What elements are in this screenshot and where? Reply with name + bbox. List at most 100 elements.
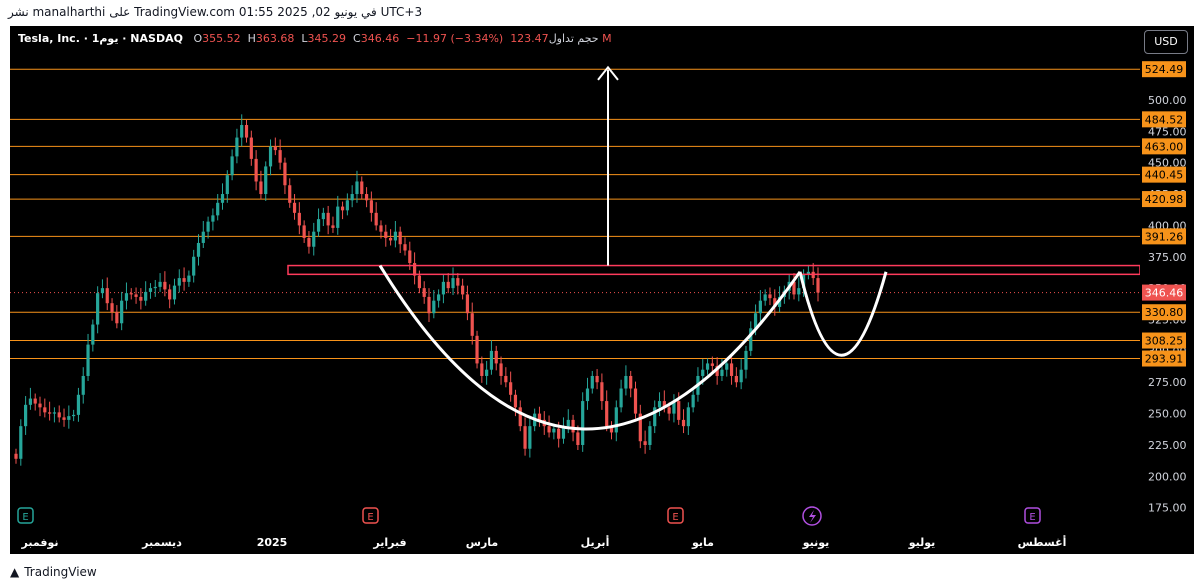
level-price-badge (1142, 191, 1186, 208)
earnings-icon-label: E (22, 512, 28, 523)
candle-body (408, 250, 412, 264)
level-price-badge (1142, 166, 1186, 183)
candle-body (316, 219, 321, 232)
candle-body (393, 231, 397, 241)
candle-body (33, 398, 37, 404)
candle-body (681, 419, 686, 427)
candle-body (480, 363, 484, 376)
candle-body (100, 288, 105, 294)
price-axis-panel[interactable]: 175.00200.00225.00250.00275.00300.00325.… (1140, 26, 1194, 554)
change-value: −11.97 (−3.34%) (406, 32, 504, 45)
candle-body (220, 194, 225, 203)
candle-body (422, 288, 426, 297)
last-price-badge (1142, 284, 1186, 301)
target-arrow-head (597, 65, 619, 81)
candle-body (581, 401, 585, 445)
candle-body (240, 125, 244, 138)
candle-body (139, 296, 143, 301)
candle-body (576, 432, 580, 445)
candle-body (537, 413, 542, 420)
candle-body (374, 212, 378, 226)
candle-body (43, 407, 47, 413)
candle-body (417, 275, 422, 289)
candle-body (345, 200, 349, 211)
candle-body (528, 426, 532, 449)
x-tick-label: نوفمبر (21, 536, 59, 549)
y-tick-label: 200.00 (1148, 470, 1187, 483)
earnings-icon-label: E (367, 512, 373, 523)
candle-body (403, 244, 407, 251)
candle-body (763, 294, 767, 301)
candle-body (557, 428, 561, 439)
candle-body (292, 202, 297, 213)
x-tick-label: يوليو (908, 536, 936, 549)
candle-body (753, 313, 758, 329)
level-price-badge (1142, 61, 1186, 78)
candle-body (456, 278, 460, 286)
candle-body (249, 137, 253, 159)
level-price-badge (1142, 138, 1186, 155)
level-price-badge (1142, 111, 1186, 128)
x-tick-label: يونيو (802, 536, 830, 549)
candle-body (206, 221, 210, 232)
tradingview-logo: ▲ TradingView (10, 565, 97, 579)
candle-body (259, 181, 263, 195)
level-price-label: 293.91 (1145, 353, 1184, 366)
candle-body (350, 194, 354, 201)
candle-body (52, 412, 57, 414)
candle-body (585, 388, 590, 402)
currency-button[interactable]: USD (1144, 30, 1188, 54)
candle-body (268, 146, 273, 167)
candle-body (57, 412, 61, 418)
candle-body (672, 401, 676, 414)
earnings-icon-label: E (1029, 512, 1035, 523)
candle-body (124, 293, 129, 301)
candle-body (475, 335, 479, 364)
candle-body (48, 412, 52, 414)
candle-body (566, 419, 570, 427)
candle-body (705, 363, 710, 370)
symbol-legend: Tesla, Inc. · 1يوم · NASDAQ O355.52 H363… (18, 32, 612, 45)
volume-label: حجم تداول (548, 32, 599, 45)
candle-body (384, 231, 388, 238)
candle-body (76, 394, 81, 415)
candle-body (96, 293, 100, 325)
candle-body (110, 303, 114, 312)
candle-body (278, 150, 282, 163)
candle-body (235, 137, 239, 157)
candle-body (244, 125, 249, 138)
earnings-icon-label: E (672, 512, 678, 523)
level-price-badge (1142, 350, 1186, 367)
level-price-badge (1142, 332, 1186, 349)
candle-body (388, 237, 393, 241)
level-price-label: 463.00 (1145, 140, 1184, 153)
candle-body (590, 375, 594, 389)
high-label: H (247, 32, 256, 45)
close-value: 346.46 (360, 32, 400, 45)
price-axis[interactable]: 175.00200.00225.00250.00275.00300.00325.… (1140, 26, 1194, 554)
chart-area[interactable]: نوفمبر ديسمبر 2025 فبراير مارس أبريل مايو يونيو… (10, 26, 1141, 554)
candle-body (38, 403, 42, 408)
level-price-label: 391.26 (1145, 230, 1184, 243)
candle-body (254, 158, 258, 182)
y-tick-label: 375.00 (1148, 251, 1187, 264)
candle-body (653, 407, 657, 427)
x-tick-label: ديسمبر (141, 536, 182, 549)
candle-body (816, 278, 820, 293)
y-tick-label: 225.00 (1148, 439, 1187, 452)
earnings-icon (362, 507, 379, 524)
candle-body (288, 185, 292, 203)
candle-body (720, 369, 724, 376)
footer-bar: ▲ TradingView (0, 554, 1200, 588)
candle-body (427, 296, 431, 314)
y-tick-label: 250.00 (1148, 408, 1187, 421)
chart-canvas[interactable]: نوفمبر ديسمبر 2025 فبراير مارس أبريل مايو يونيو… (10, 26, 1141, 554)
x-tick-label: مارس (466, 536, 498, 549)
y-tick-label: 500.00 (1148, 94, 1187, 107)
candle-body (196, 242, 201, 257)
candle-body (326, 212, 330, 226)
candle-body (168, 289, 172, 300)
candle-body (571, 419, 575, 433)
candle-body (648, 426, 652, 445)
candle-body (806, 271, 810, 275)
